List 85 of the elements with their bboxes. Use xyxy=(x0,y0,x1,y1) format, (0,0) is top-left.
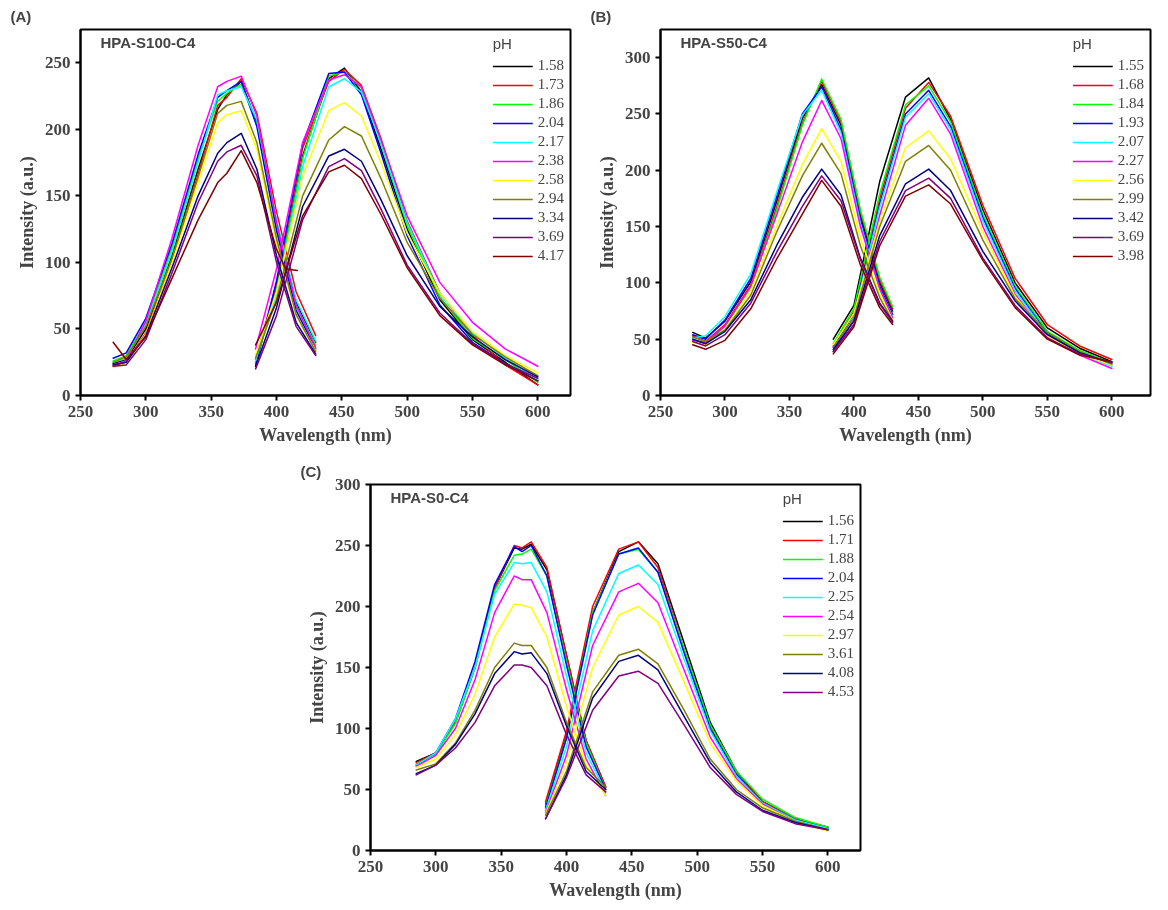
text: (C) xyxy=(300,462,322,480)
legend-label: 4.08 xyxy=(827,664,854,681)
legend-label: 2.38 xyxy=(537,152,564,169)
y-tick-label: 200 xyxy=(625,160,651,180)
x-tick-label: 300 xyxy=(133,401,159,421)
x-tick-label: 450 xyxy=(905,401,932,421)
text: (B) xyxy=(590,7,612,25)
legend-label: 3.69 xyxy=(537,228,564,245)
legend-label: 1.68 xyxy=(1117,76,1144,93)
legend-label: 2.04 xyxy=(827,569,854,586)
y-tick-label: 50 xyxy=(633,329,651,349)
legend-label: 1.58 xyxy=(537,57,564,74)
legend-title: pH xyxy=(1072,35,1093,52)
x-tick-label: 450 xyxy=(329,401,355,421)
x-tick-label: 550 xyxy=(749,856,776,876)
y-tick-label: 250 xyxy=(335,536,361,555)
y-tick-label: 150 xyxy=(625,217,651,237)
x-tick-label: 400 xyxy=(553,856,580,876)
legend-label: 1.73 xyxy=(537,76,564,93)
legend-label: 2.58 xyxy=(537,171,564,188)
y-axis-title: Intensity (a.u.) xyxy=(17,156,38,269)
legend-title: pH xyxy=(492,35,513,52)
x-tick-label: 550 xyxy=(459,401,486,421)
y-axis-title: Intensity (a.u.) xyxy=(307,611,328,724)
legend-label: 2.25 xyxy=(827,588,854,605)
legend-label: 4.17 xyxy=(537,247,564,264)
chart-title: HPA-S50-C4 xyxy=(680,33,768,51)
legend-label: 3.98 xyxy=(1117,247,1144,264)
x-tick-label: 350 xyxy=(776,401,803,421)
x-axis-title: Wavelength (nm) xyxy=(259,424,392,446)
x-tick-label: 600 xyxy=(525,401,551,421)
y-tick-label: 50 xyxy=(53,319,71,339)
legend-label: 1.71 xyxy=(827,531,854,548)
legend-label: 2.97 xyxy=(827,626,854,643)
y-tick-label: 100 xyxy=(45,252,71,272)
legend-label: 3.42 xyxy=(1117,209,1144,226)
y-axis-title: Intensity (a.u.) xyxy=(597,156,618,269)
legend-label: 2.54 xyxy=(827,607,854,624)
y-tick-label: 150 xyxy=(45,186,71,206)
legend-label: 1.84 xyxy=(1117,95,1144,112)
x-tick-label: 600 xyxy=(1099,401,1125,421)
legend-label: 2.56 xyxy=(1117,171,1144,188)
x-tick-label: 500 xyxy=(684,856,710,876)
x-tick-label: 550 xyxy=(1034,401,1061,421)
x-tick-label: 500 xyxy=(970,401,996,421)
x-tick-label: 450 xyxy=(619,856,645,876)
x-tick-label: 300 xyxy=(423,856,449,876)
legend-label: 3.69 xyxy=(1117,228,1144,245)
legend-label: 1.86 xyxy=(537,95,564,112)
x-tick-label: 400 xyxy=(263,401,290,421)
x-axis-title: Wavelength (nm) xyxy=(549,879,682,901)
legend-label: 2.94 xyxy=(537,190,564,207)
y-tick-label: 300 xyxy=(335,475,361,494)
y-tick-label: 250 xyxy=(625,104,651,124)
y-tick-label: 50 xyxy=(343,780,361,799)
legend-label: 2.99 xyxy=(1117,190,1144,207)
y-tick-label: 250 xyxy=(45,53,71,73)
x-tick-label: 500 xyxy=(394,401,420,421)
y-tick-label: 100 xyxy=(625,273,651,293)
legend-label: 3.34 xyxy=(537,209,564,226)
legend-label: 1.55 xyxy=(1117,57,1144,74)
chart-title: HPA-S0-C4 xyxy=(390,488,470,506)
x-tick-label: 400 xyxy=(841,401,867,421)
legend-label: 2.04 xyxy=(537,114,564,131)
legend-title: pH xyxy=(782,490,803,507)
chart-title: HPA-S100-C4 xyxy=(100,33,196,51)
text: (A) xyxy=(10,7,32,25)
y-tick-label: 100 xyxy=(335,719,361,738)
legend-label: 2.27 xyxy=(1117,152,1144,169)
x-axis-title: Wavelength (nm) xyxy=(839,424,972,446)
legend-label: 4.53 xyxy=(827,683,854,700)
y-tick-label: 200 xyxy=(335,597,361,616)
legend-label: 2.07 xyxy=(1117,133,1144,150)
x-tick-label: 350 xyxy=(488,856,514,876)
legend-label: 3.61 xyxy=(827,645,854,662)
y-tick-label: 150 xyxy=(335,658,361,677)
legend-label: 1.56 xyxy=(827,512,854,529)
y-tick-label: 300 xyxy=(625,48,651,68)
legend-label: 2.17 xyxy=(537,133,564,150)
legend-label: 1.88 xyxy=(827,550,854,567)
legend-label: 1.93 xyxy=(1117,114,1144,131)
x-tick-label: 350 xyxy=(198,401,224,421)
x-tick-label: 600 xyxy=(815,856,841,876)
x-tick-label: 300 xyxy=(712,401,738,421)
y-tick-label: 200 xyxy=(45,119,71,139)
